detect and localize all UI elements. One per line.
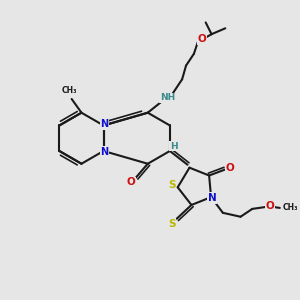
Text: CH₃: CH₃: [62, 86, 77, 95]
Text: N: N: [100, 147, 109, 157]
Text: N: N: [208, 193, 216, 203]
Text: S: S: [168, 180, 176, 190]
Text: O: O: [197, 34, 206, 44]
Text: CH₃: CH₃: [283, 203, 298, 212]
Text: S: S: [168, 219, 176, 229]
Text: NH: NH: [160, 94, 175, 103]
Text: O: O: [127, 177, 135, 188]
Text: O: O: [266, 201, 274, 211]
Text: N: N: [100, 119, 109, 130]
Text: O: O: [225, 163, 234, 173]
Text: H: H: [170, 142, 178, 151]
